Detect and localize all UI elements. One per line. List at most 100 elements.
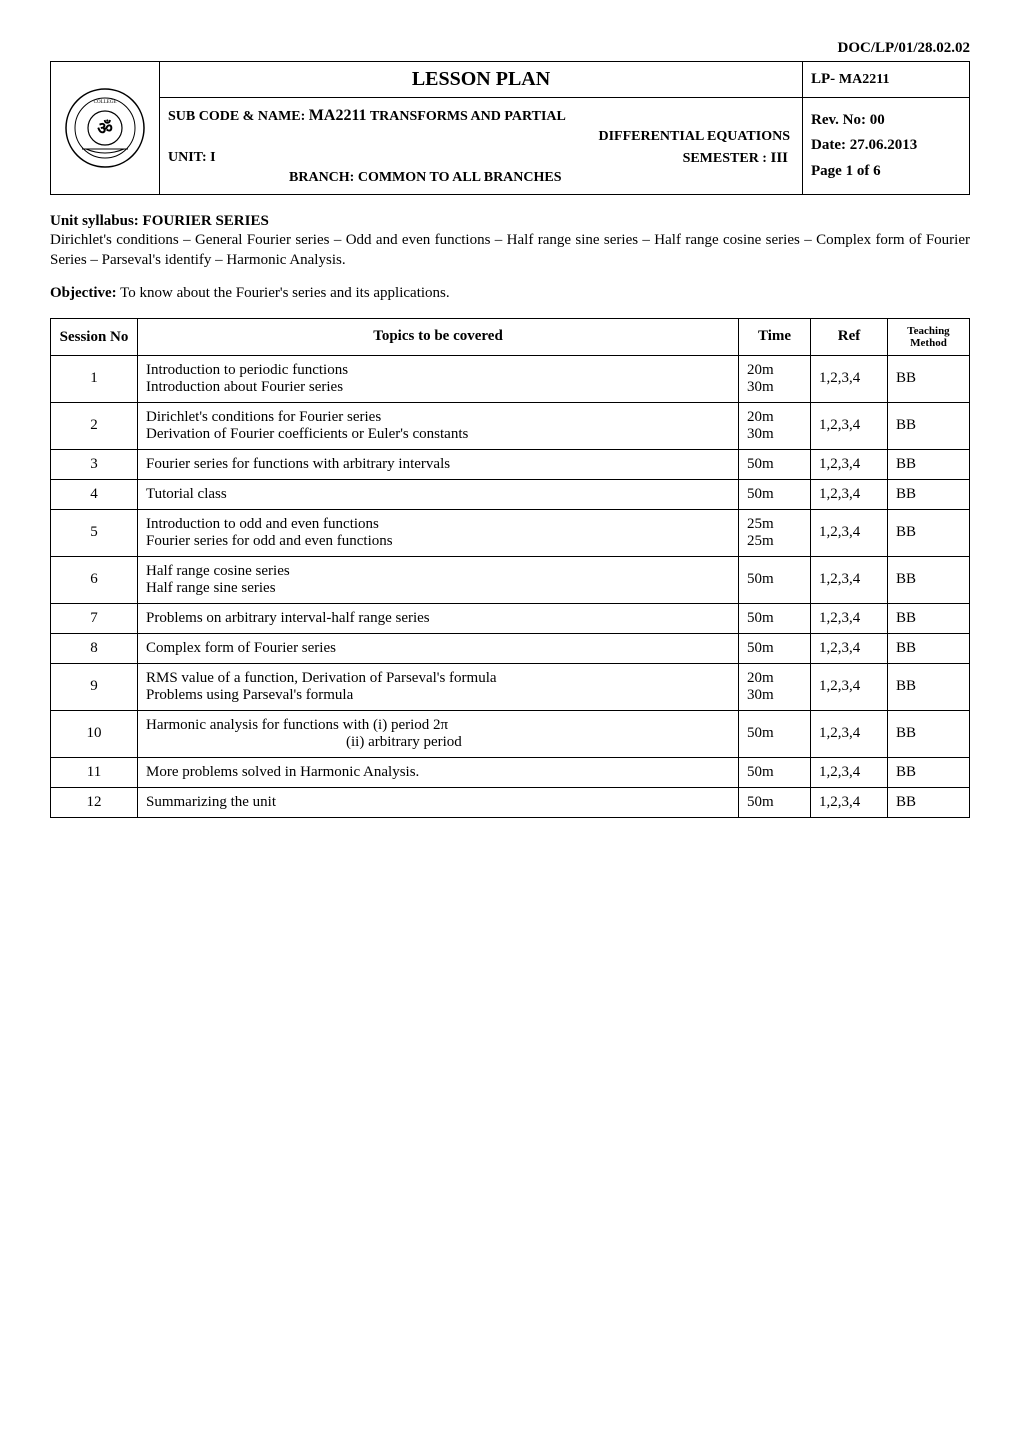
syllabus-body: Dirichlet's conditions – General Fourier…	[50, 230, 970, 271]
cell-topic: Dirichlet's conditions for Fourier serie…	[138, 402, 739, 449]
cell-session-no: 2	[51, 402, 138, 449]
cell-ref: 1,2,3,4	[811, 509, 888, 556]
cell-ref: 1,2,3,4	[811, 787, 888, 817]
table-body: 1Introduction to periodic functionsIntro…	[51, 355, 970, 817]
cell-ref: 1,2,3,4	[811, 402, 888, 449]
cell-method: BB	[888, 633, 970, 663]
date: Date: 27.06.2013	[811, 133, 961, 159]
table-row: 6Half range cosine seriesHalf range sine…	[51, 556, 970, 603]
cell-ref: 1,2,3,4	[811, 663, 888, 710]
cell-method: BB	[888, 663, 970, 710]
cell-method: BB	[888, 556, 970, 603]
lp-label: LP-	[811, 71, 835, 87]
table-row: 5Introduction to odd and even functionsF…	[51, 509, 970, 556]
cell-ref: 1,2,3,4	[811, 556, 888, 603]
table-row: 12Summarizing the unit50m1,2,3,4BB	[51, 787, 970, 817]
doc-code: DOC/LP/01/28.02.02	[50, 40, 970, 57]
cell-session-no: 8	[51, 633, 138, 663]
table-row: 4Tutorial class50m1,2,3,4BB	[51, 479, 970, 509]
cell-topic: Fourier series for functions with arbitr…	[138, 449, 739, 479]
th-topics: Topics to be covered	[138, 318, 739, 355]
cell-topic: Harmonic analysis for functions with (i)…	[138, 710, 739, 757]
cell-topic: Introduction to odd and even functionsFo…	[138, 509, 739, 556]
cell-ref: 1,2,3,4	[811, 710, 888, 757]
content-table: Session No Topics to be covered Time Ref…	[50, 318, 970, 818]
svg-text:COLLEGE: COLLEGE	[94, 100, 117, 105]
cell-ref: 1,2,3,4	[811, 355, 888, 402]
lp-code-cell: LP- MA2211	[803, 62, 970, 98]
header-table: COLLEGE ॐ LESSON PLAN LP- MA2211 SUB COD…	[50, 61, 970, 195]
cell-method: BB	[888, 355, 970, 402]
cell-topic: Tutorial class	[138, 479, 739, 509]
cell-topic: Half range cosine seriesHalf range sine …	[138, 556, 739, 603]
rev-no: Rev. No: 00	[811, 108, 961, 134]
cell-topic: RMS value of a function, Derivation of P…	[138, 663, 739, 710]
cell-ref: 1,2,3,4	[811, 449, 888, 479]
subcode-title: TRANSFORMS AND PARTIAL	[370, 109, 566, 124]
cell-method: BB	[888, 479, 970, 509]
cell-session-no: 9	[51, 663, 138, 710]
subcode-cell: SUB CODE & NAME: MA2211 TRANSFORMS AND P…	[160, 98, 803, 195]
cell-time: 50m	[739, 757, 811, 787]
subcode-prefix: SUB CODE & NAME:	[168, 109, 305, 124]
lesson-plan-title: LESSON PLAN	[160, 62, 803, 98]
objective-text: To know about the Fourier's series and i…	[120, 285, 450, 301]
th-method: Teaching Method	[888, 318, 970, 355]
subcode-value: MA2211	[309, 107, 367, 124]
cell-time: 50m	[739, 633, 811, 663]
cell-time: 50m	[739, 556, 811, 603]
cell-session-no: 12	[51, 787, 138, 817]
cell-method: BB	[888, 710, 970, 757]
subcode-title2: DIFFERENTIAL EQUATIONS	[168, 127, 794, 147]
table-header-row: Session No Topics to be covered Time Ref…	[51, 318, 970, 355]
cell-session-no: 10	[51, 710, 138, 757]
cell-session-no: 11	[51, 757, 138, 787]
table-row: 8Complex form of Fourier series50m1,2,3,…	[51, 633, 970, 663]
cell-time: 50m	[739, 479, 811, 509]
cell-session-no: 7	[51, 603, 138, 633]
cell-time: 50m	[739, 787, 811, 817]
semester-label: SEMESTER :	[683, 151, 767, 166]
cell-method: BB	[888, 757, 970, 787]
cell-time: 20m30m	[739, 355, 811, 402]
semester-value: III	[770, 150, 788, 166]
th-ref: Ref	[811, 318, 888, 355]
cell-session-no: 6	[51, 556, 138, 603]
cell-topic: More problems solved in Harmonic Analysi…	[138, 757, 739, 787]
objective: Objective: To know about the Fourier's s…	[50, 285, 970, 302]
cell-session-no: 3	[51, 449, 138, 479]
table-row: 2Dirichlet's conditions for Fourier seri…	[51, 402, 970, 449]
th-time: Time	[739, 318, 811, 355]
cell-time: 50m	[739, 449, 811, 479]
cell-time: 50m	[739, 710, 811, 757]
cell-topic: Complex form of Fourier series	[138, 633, 739, 663]
cell-method: BB	[888, 509, 970, 556]
logo-cell: COLLEGE ॐ	[51, 62, 160, 195]
page: Page 1 of 6	[811, 159, 961, 185]
table-row: 10Harmonic analysis for functions with (…	[51, 710, 970, 757]
table-row: 1Introduction to periodic functionsIntro…	[51, 355, 970, 402]
table-row: 11More problems solved in Harmonic Analy…	[51, 757, 970, 787]
cell-session-no: 4	[51, 479, 138, 509]
college-seal-icon: COLLEGE ॐ	[64, 87, 146, 169]
cell-method: BB	[888, 787, 970, 817]
cell-time: 20m30m	[739, 663, 811, 710]
cell-method: BB	[888, 603, 970, 633]
cell-ref: 1,2,3,4	[811, 633, 888, 663]
cell-method: BB	[888, 449, 970, 479]
cell-topic: Summarizing the unit	[138, 787, 739, 817]
cell-ref: 1,2,3,4	[811, 757, 888, 787]
cell-time: 50m	[739, 603, 811, 633]
unit-label: UNIT: I	[168, 150, 216, 165]
cell-time: 20m30m	[739, 402, 811, 449]
cell-session-no: 5	[51, 509, 138, 556]
lp-code-value: MA2211	[839, 72, 890, 87]
cell-ref: 1,2,3,4	[811, 603, 888, 633]
rev-cell: Rev. No: 00 Date: 27.06.2013 Page 1 of 6	[803, 98, 970, 195]
cell-time: 25m25m	[739, 509, 811, 556]
table-row: 7Problems on arbitrary interval-half ran…	[51, 603, 970, 633]
cell-session-no: 1	[51, 355, 138, 402]
cell-topic: Introduction to periodic functionsIntrod…	[138, 355, 739, 402]
table-row: 3Fourier series for functions with arbit…	[51, 449, 970, 479]
objective-label: Objective:	[50, 285, 117, 301]
